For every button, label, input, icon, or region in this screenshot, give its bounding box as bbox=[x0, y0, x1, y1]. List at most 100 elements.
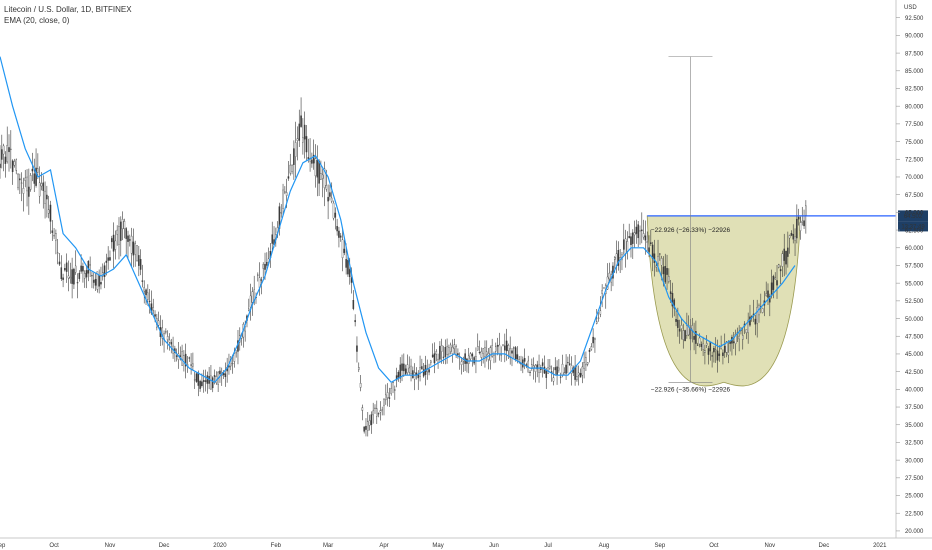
x-tick-label: Oct bbox=[709, 543, 719, 549]
candle-body bbox=[294, 142, 297, 157]
candle-body bbox=[1, 149, 3, 160]
candle-body bbox=[803, 220, 805, 227]
y-tick-label: 42.500 bbox=[905, 370, 924, 376]
candle-body bbox=[718, 353, 721, 356]
candle-body bbox=[264, 264, 266, 270]
candle-body bbox=[127, 235, 129, 242]
candle-body bbox=[460, 361, 463, 366]
candle-body bbox=[471, 353, 474, 357]
candle-body bbox=[56, 252, 59, 254]
price-axis[interactable]: 20.000 22.500 25.000 27.500 30.000 32.500 35.0… bbox=[896, 16, 924, 535]
candle-body bbox=[545, 370, 548, 378]
candle-body bbox=[11, 160, 14, 173]
candle-body bbox=[790, 232, 793, 236]
candle-body bbox=[738, 335, 740, 340]
y-tick-label: 77.500 bbox=[905, 122, 924, 128]
candles bbox=[0, 97, 807, 437]
y-tick-label: 62.500 bbox=[905, 228, 924, 234]
candle-body bbox=[190, 364, 192, 366]
candle-body bbox=[314, 158, 317, 177]
candle-body bbox=[394, 389, 396, 391]
ema-series bbox=[0, 56, 796, 384]
candle-body bbox=[446, 346, 448, 355]
candle-body bbox=[657, 255, 659, 264]
candle-body bbox=[35, 167, 37, 186]
time-axis[interactable]: Sep Oct Nov Dec 2020 Feb Mar Apr May Jun Jul Aug Sep… bbox=[0, 543, 887, 549]
candle-body bbox=[248, 308, 250, 311]
y-tick-label: 27.500 bbox=[905, 476, 924, 482]
candle-body bbox=[20, 182, 23, 184]
candle-body bbox=[334, 212, 337, 218]
candle-body bbox=[513, 347, 515, 349]
candle-body bbox=[249, 295, 252, 308]
candle-body bbox=[576, 376, 578, 381]
x-tick-label: Feb bbox=[271, 543, 282, 549]
candle-body bbox=[660, 258, 663, 266]
candle-body bbox=[100, 281, 102, 285]
candle-body bbox=[668, 276, 670, 282]
candle-body bbox=[511, 350, 513, 354]
annotations: −22.926 (−26.33%) −22926 −22.926 (−35.66%… bbox=[647, 56, 928, 393]
candle-body bbox=[145, 289, 147, 296]
candle-body bbox=[570, 365, 573, 374]
candle-body bbox=[339, 235, 342, 238]
candle-body bbox=[107, 257, 109, 261]
candle-body bbox=[376, 408, 378, 417]
candle-body bbox=[430, 360, 432, 363]
candle-body bbox=[199, 380, 201, 389]
y-tick-label: 30.000 bbox=[905, 458, 924, 464]
candle-body bbox=[94, 279, 97, 286]
candle-body bbox=[80, 265, 82, 272]
x-tick-label: Mar bbox=[323, 543, 333, 549]
candle-body bbox=[139, 259, 142, 270]
y-tick-label: 90.000 bbox=[905, 34, 924, 40]
candle-body bbox=[442, 356, 445, 358]
candle-body bbox=[741, 335, 744, 340]
x-tick-label: Nov bbox=[764, 543, 775, 549]
candle-body bbox=[2, 145, 5, 155]
candle-body bbox=[595, 321, 598, 324]
candle-body bbox=[58, 261, 61, 265]
candle-body bbox=[523, 358, 526, 362]
candle-body bbox=[491, 345, 493, 357]
y-tick-label: 85.000 bbox=[905, 69, 924, 75]
candle-body bbox=[413, 372, 416, 380]
candle-body bbox=[754, 318, 757, 325]
candle-body bbox=[556, 366, 558, 376]
candle-body bbox=[67, 275, 70, 279]
candle-body bbox=[284, 191, 286, 193]
y-tick-label: 82.500 bbox=[905, 87, 924, 93]
candle-body bbox=[722, 352, 724, 357]
candle-body bbox=[202, 380, 205, 382]
y-tick-label: 50.000 bbox=[905, 317, 924, 323]
candle-body bbox=[125, 228, 127, 239]
candle-body bbox=[103, 265, 106, 277]
candle-body bbox=[597, 317, 600, 319]
candle-body bbox=[585, 357, 587, 366]
candle-body bbox=[734, 334, 737, 344]
candle-body bbox=[114, 240, 117, 250]
candle-body bbox=[28, 186, 30, 197]
candle-body bbox=[219, 370, 221, 375]
candle-body bbox=[756, 306, 758, 324]
y-tick-label: 22.500 bbox=[905, 511, 924, 517]
candle-body bbox=[291, 164, 293, 173]
candle-body bbox=[53, 234, 55, 237]
candle-body bbox=[363, 426, 365, 432]
candle-body bbox=[316, 160, 319, 178]
candle-body bbox=[568, 363, 571, 365]
candle-body bbox=[778, 264, 780, 268]
candle-body bbox=[440, 345, 443, 352]
candle-body bbox=[123, 221, 126, 229]
candle-body bbox=[707, 348, 710, 355]
candle-body bbox=[235, 352, 237, 354]
candle-body bbox=[639, 230, 641, 232]
candle-body bbox=[711, 355, 713, 357]
candle-body bbox=[644, 235, 647, 241]
candle-body bbox=[332, 202, 335, 219]
candle-body bbox=[482, 348, 484, 354]
candle-body bbox=[350, 277, 353, 283]
candle-body bbox=[642, 233, 645, 238]
candle-body bbox=[732, 341, 735, 343]
